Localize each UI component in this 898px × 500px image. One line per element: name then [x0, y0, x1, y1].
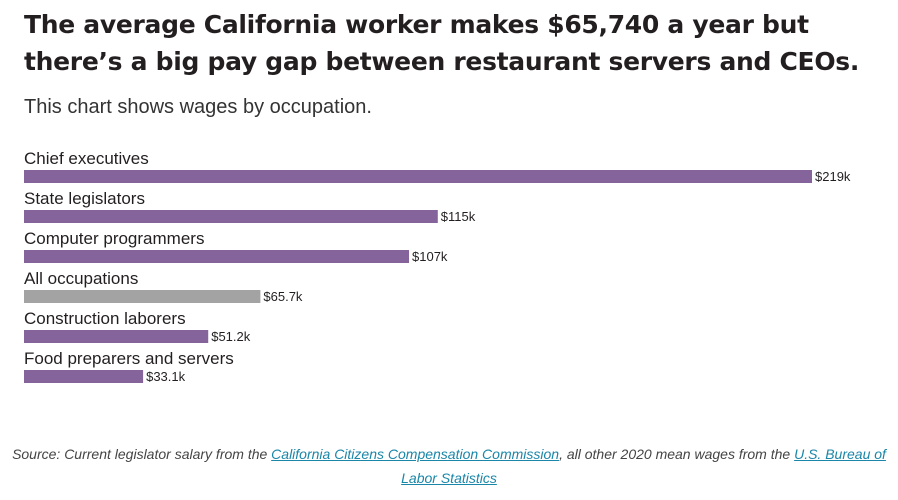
- category-label-food-preparers-and-servers: Food preparers and servers: [24, 349, 234, 368]
- source-note: Source: Current legislator salary from t…: [0, 442, 898, 490]
- value-label-all-occupations: $65.7k: [263, 289, 303, 304]
- value-label-food-preparers-and-servers: $33.1k: [146, 369, 186, 384]
- value-label-state-legislators: $115k: [441, 209, 476, 224]
- source-middle: , all other 2020 mean wages from the: [559, 446, 791, 462]
- chart-subtitle: This chart shows wages by occupation.: [24, 96, 372, 118]
- category-label-state-legislators: State legislators: [24, 189, 145, 208]
- bar-construction-laborers: [24, 330, 209, 343]
- bar-food-preparers-and-servers: [24, 370, 144, 383]
- value-label-construction-laborers: $51.2k: [211, 329, 251, 344]
- bar-all-occupations: [24, 290, 261, 303]
- category-label-chief-executives: Chief executives: [24, 149, 149, 168]
- category-label-computer-programmers: Computer programmers: [24, 229, 204, 248]
- bar-chart: Chief executives $219k State legislators $1…: [24, 149, 851, 384]
- bar-computer-programmers: [24, 250, 410, 263]
- bls-link[interactable]: U.S. Bureau of Labor Statistics: [401, 446, 886, 486]
- compensation-commission-link[interactable]: California Citizens Compensation Commiss…: [271, 446, 560, 462]
- value-label-computer-programmers: $107k: [412, 249, 448, 264]
- category-label-construction-laborers: Construction laborers: [24, 309, 186, 328]
- bar-state-legislators: [24, 210, 438, 223]
- category-label-all-occupations: All occupations: [24, 269, 138, 288]
- bar-chief-executives: [24, 170, 812, 183]
- value-label-chief-executives: $219k: [815, 169, 851, 184]
- source-prefix: Source: Current legislator salary from t…: [12, 446, 268, 462]
- chart-title: The average California worker makes $65,…: [24, 10, 860, 76]
